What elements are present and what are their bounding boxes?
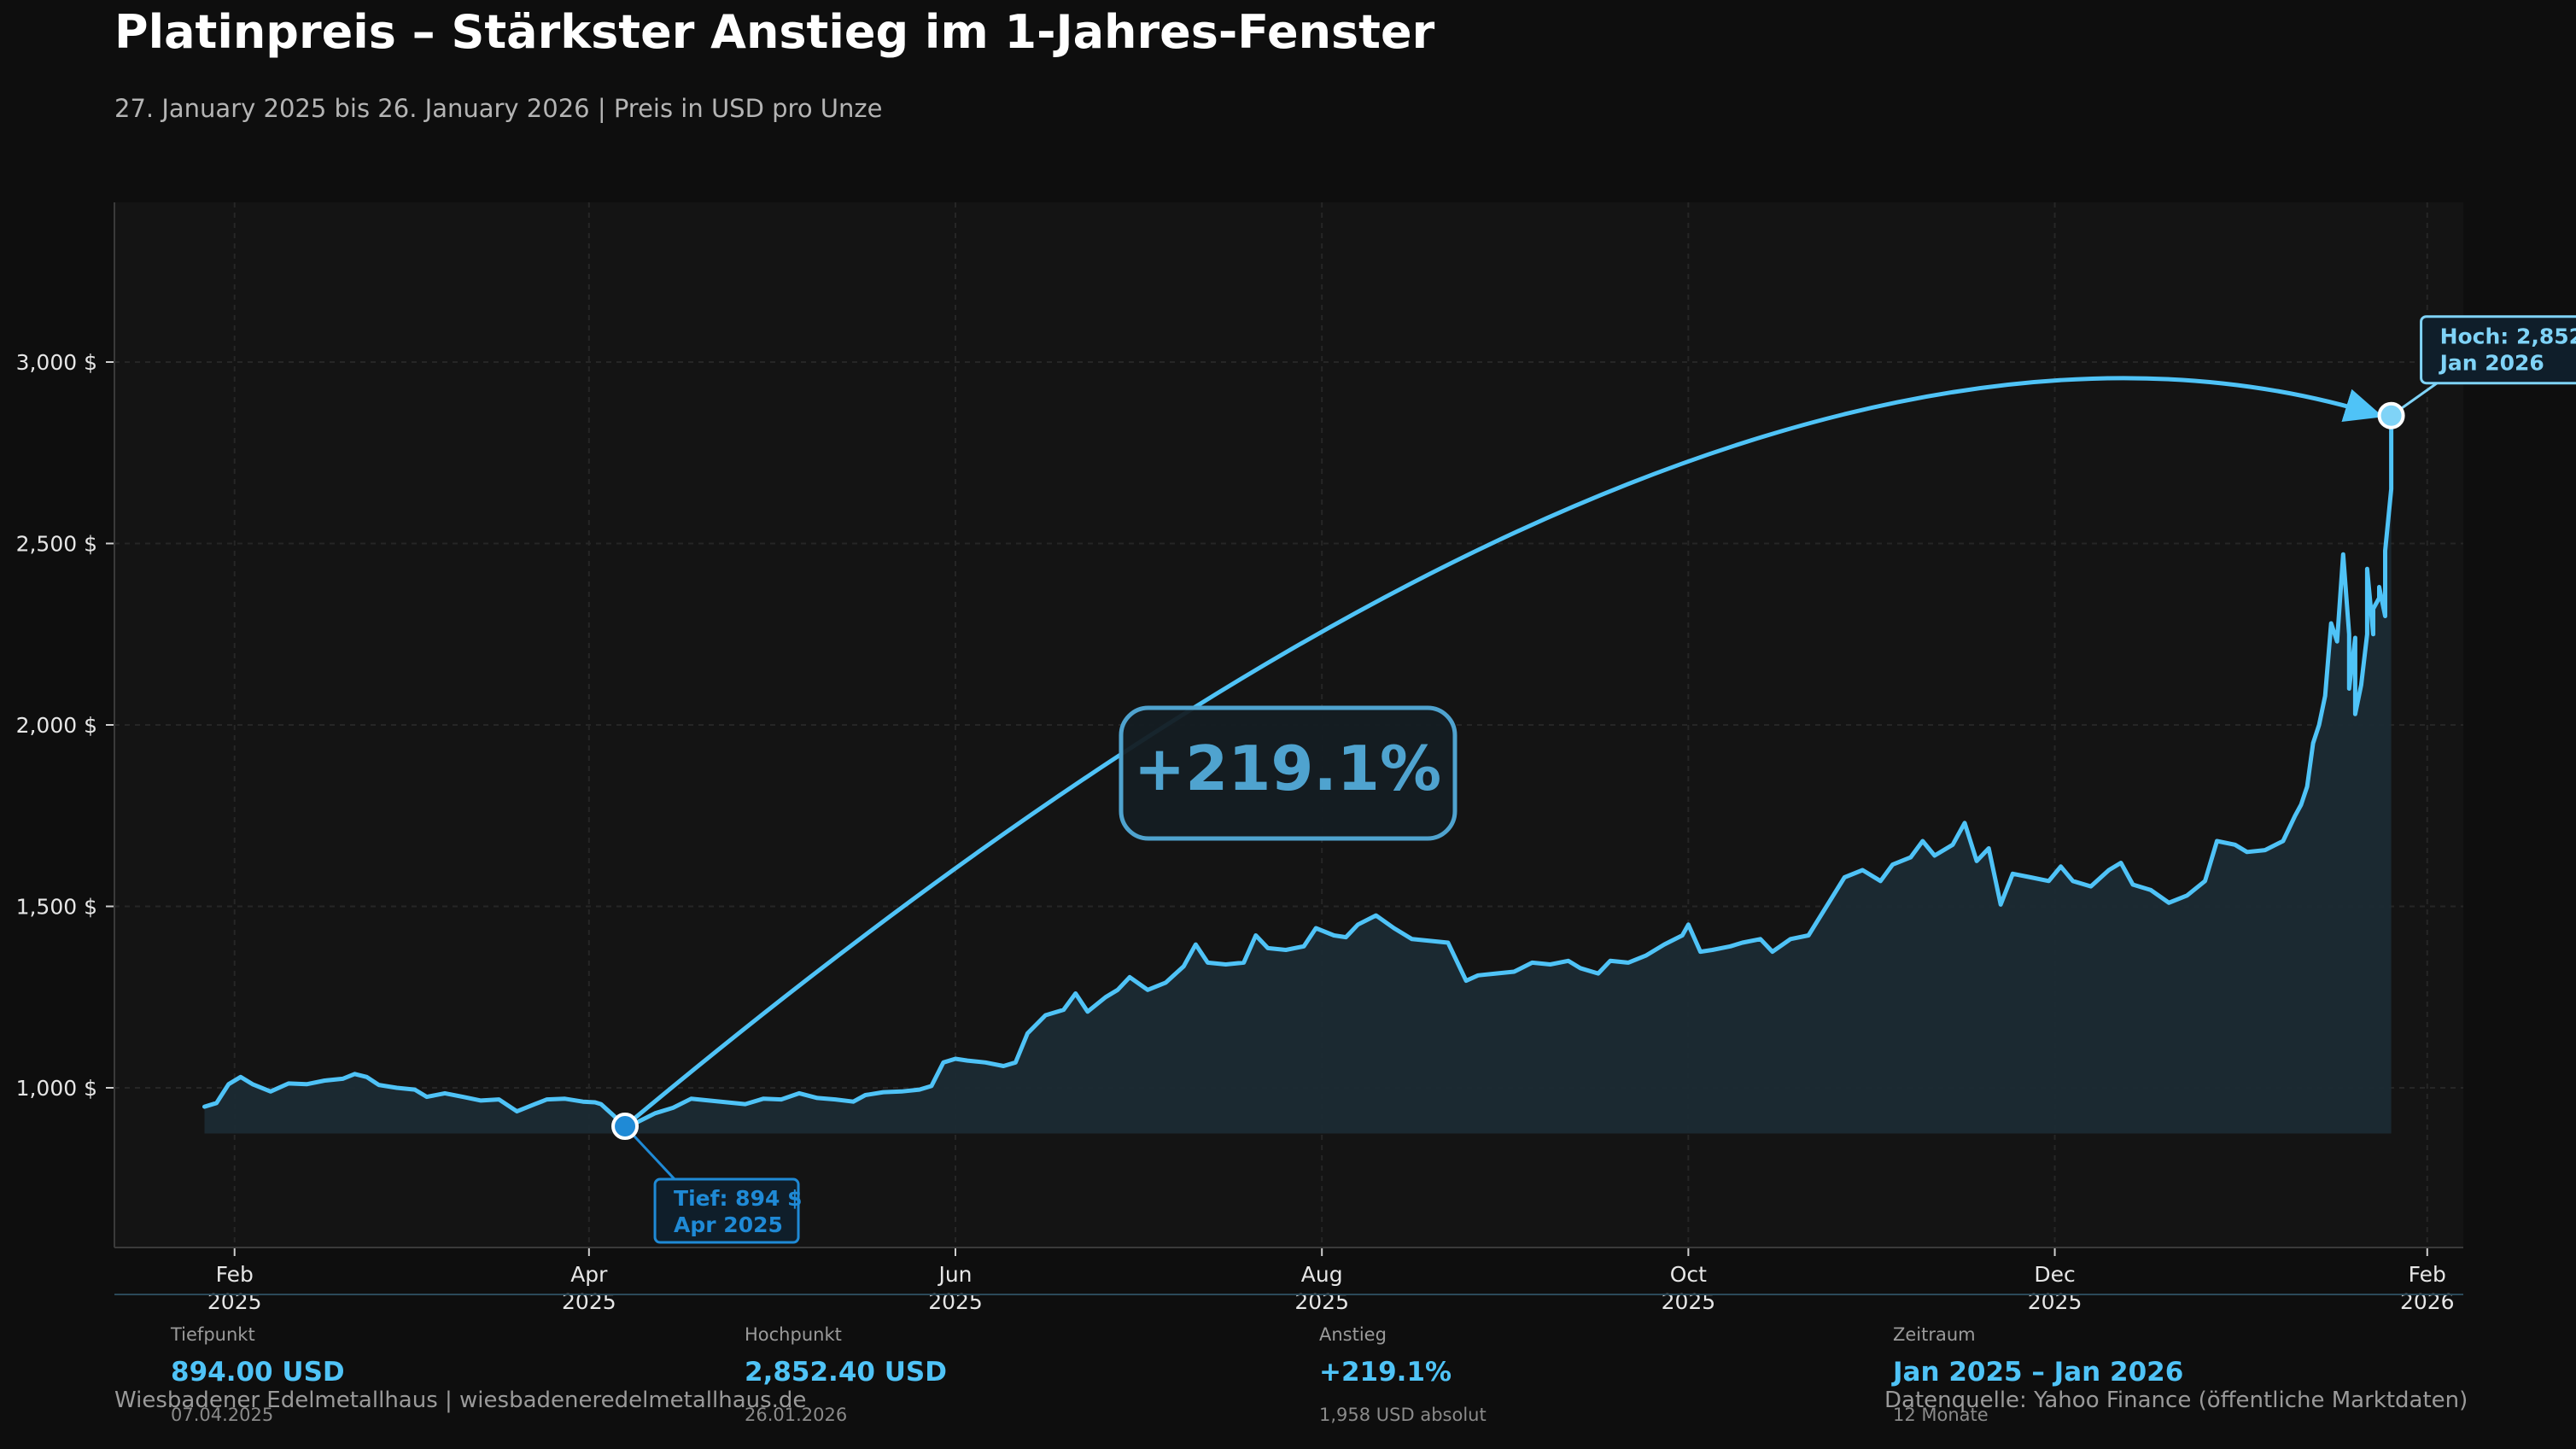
x-tick-label-month: Apr <box>570 1262 608 1287</box>
stat-low-label: Tiefpunkt <box>171 1324 255 1345</box>
series-layer <box>202 413 2394 1134</box>
stat-period-sub: 12 Monate <box>1893 1405 1989 1425</box>
price-line <box>202 413 2394 1129</box>
y-tick-label: 2,500 $ <box>16 532 97 557</box>
low-callout-date: Apr 2025 <box>674 1212 783 1237</box>
high-point-marker <box>2377 401 2405 429</box>
annotations: Tief: 894 $Apr 2025 Hoch: 2,852 $Jan 2026… <box>611 315 2576 1244</box>
stat-high-value: 2,852.40 USD <box>745 1357 947 1388</box>
stat-period-label: Zeitraum <box>1893 1324 1976 1345</box>
x-tick-label-month: Oct <box>1670 1262 1707 1287</box>
stat-period-value: Jan 2025 – Jan 2026 <box>1893 1357 2184 1388</box>
axes: 1,000 $1,500 $2,000 $2,500 $3,000 $Feb20… <box>16 202 2463 1314</box>
stat-change-value: +219.1% <box>1319 1357 1452 1388</box>
x-tick-label-year: 2025 <box>1662 1289 1716 1314</box>
rise-arrow <box>623 376 2384 1128</box>
x-tick-label-month: Feb <box>216 1262 254 1287</box>
low-point-marker <box>611 1113 640 1141</box>
x-tick-label-year: 2026 <box>2400 1289 2455 1314</box>
stat-low-sub: 07.04.2025 <box>171 1405 274 1425</box>
low-callout-box <box>653 1177 800 1244</box>
stat-change-label: Anstieg <box>1319 1324 1387 1345</box>
stat-high-sub: 26.01.2026 <box>745 1405 848 1425</box>
x-tick-label-month: Aug <box>1301 1262 1343 1287</box>
high-callout-box <box>2420 315 2576 385</box>
x-tick-label-month: Feb <box>2409 1262 2446 1287</box>
stat-low-value: 894.00 USD <box>171 1357 345 1388</box>
low-callout-label: Tief: 894 $ <box>674 1186 802 1211</box>
x-tick-label-year: 2025 <box>2028 1289 2082 1314</box>
chart-title: Platinpreis – Stärkster Anstieg im 1-Jah… <box>114 5 1435 59</box>
stat-high-label: Hochpunkt <box>745 1324 842 1345</box>
y-tick-label: 1,000 $ <box>16 1076 97 1101</box>
stat-change-sub: 1,958 USD absolut <box>1319 1405 1487 1425</box>
y-tick-label: 3,000 $ <box>16 350 97 375</box>
high-callout-label: Hoch: 2,852 $ <box>2440 324 2576 349</box>
x-tick-label-month: Dec <box>2034 1262 2075 1287</box>
high-callout-date: Jan 2026 <box>2439 351 2544 376</box>
footer-right: Datenquelle: Yahoo Finance (öffentliche … <box>1884 1388 2468 1413</box>
x-tick-label-year: 2025 <box>928 1289 983 1314</box>
x-tick-label-month: Jun <box>937 1262 972 1287</box>
y-tick-label: 1,500 $ <box>16 895 97 920</box>
x-tick-label-year: 2025 <box>562 1289 616 1314</box>
y-tick-label: 2,000 $ <box>16 713 97 738</box>
change-badge-box <box>1119 705 1457 841</box>
x-tick-label-year: 2025 <box>1294 1289 1349 1314</box>
footer-left: Wiesbadener Edelmetallhaus | wiesbadener… <box>114 1388 807 1413</box>
stats-divider <box>114 1294 2463 1295</box>
price-area-fill <box>204 415 2392 1134</box>
change-badge-label: +219.1% <box>1134 733 1441 804</box>
x-tick-label-year: 2025 <box>207 1289 262 1314</box>
chart-subtitle: 27. January 2025 bis 26. January 2026 | … <box>114 94 883 123</box>
